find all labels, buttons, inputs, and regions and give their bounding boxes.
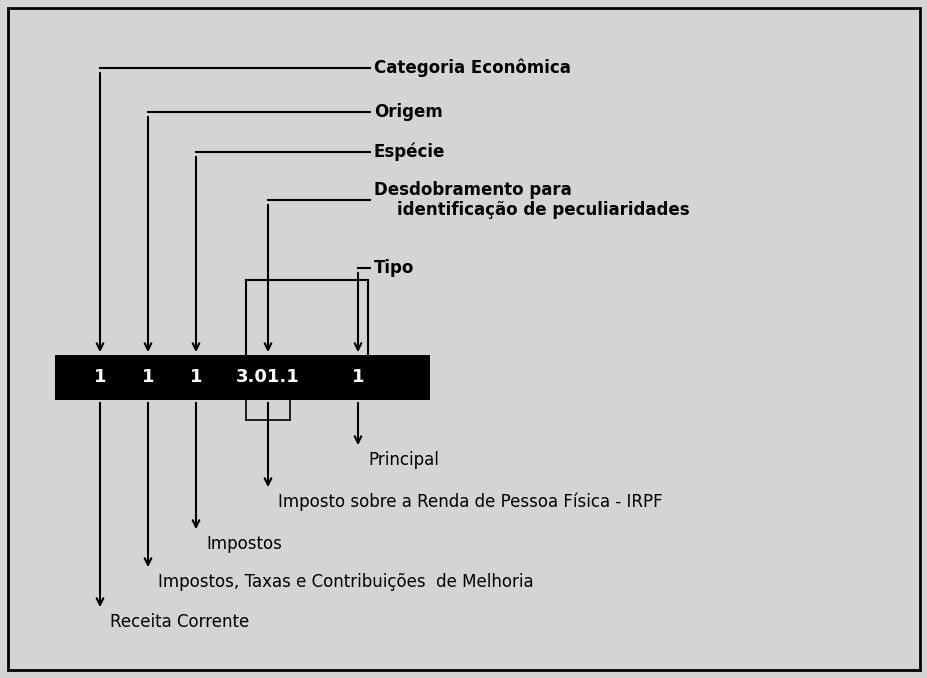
Text: Receita Corrente: Receita Corrente (110, 613, 249, 631)
Text: 1: 1 (189, 369, 202, 386)
Text: Tipo: Tipo (374, 259, 414, 277)
Bar (55, 355, 429, 400)
Text: Categoria Econômica: Categoria Econômica (374, 59, 570, 77)
Text: 3.01.1: 3.01.1 (235, 369, 299, 386)
Text: Impostos: Impostos (206, 535, 282, 553)
Text: Origem: Origem (374, 103, 442, 121)
Text: Principal: Principal (368, 451, 438, 469)
Text: 1: 1 (142, 369, 154, 386)
Text: Desdobramento para
    identificação de peculiaridades: Desdobramento para identificação de pecu… (374, 180, 689, 220)
Text: 1: 1 (94, 369, 106, 386)
Text: Imposto sobre a Renda de Pessoa Física - IRPF: Imposto sobre a Renda de Pessoa Física -… (278, 493, 662, 511)
Text: 1: 1 (351, 369, 364, 386)
Text: Impostos, Taxas e Contribuições  de Melhoria: Impostos, Taxas e Contribuições de Melho… (158, 573, 533, 591)
Text: Espécie: Espécie (374, 143, 445, 161)
